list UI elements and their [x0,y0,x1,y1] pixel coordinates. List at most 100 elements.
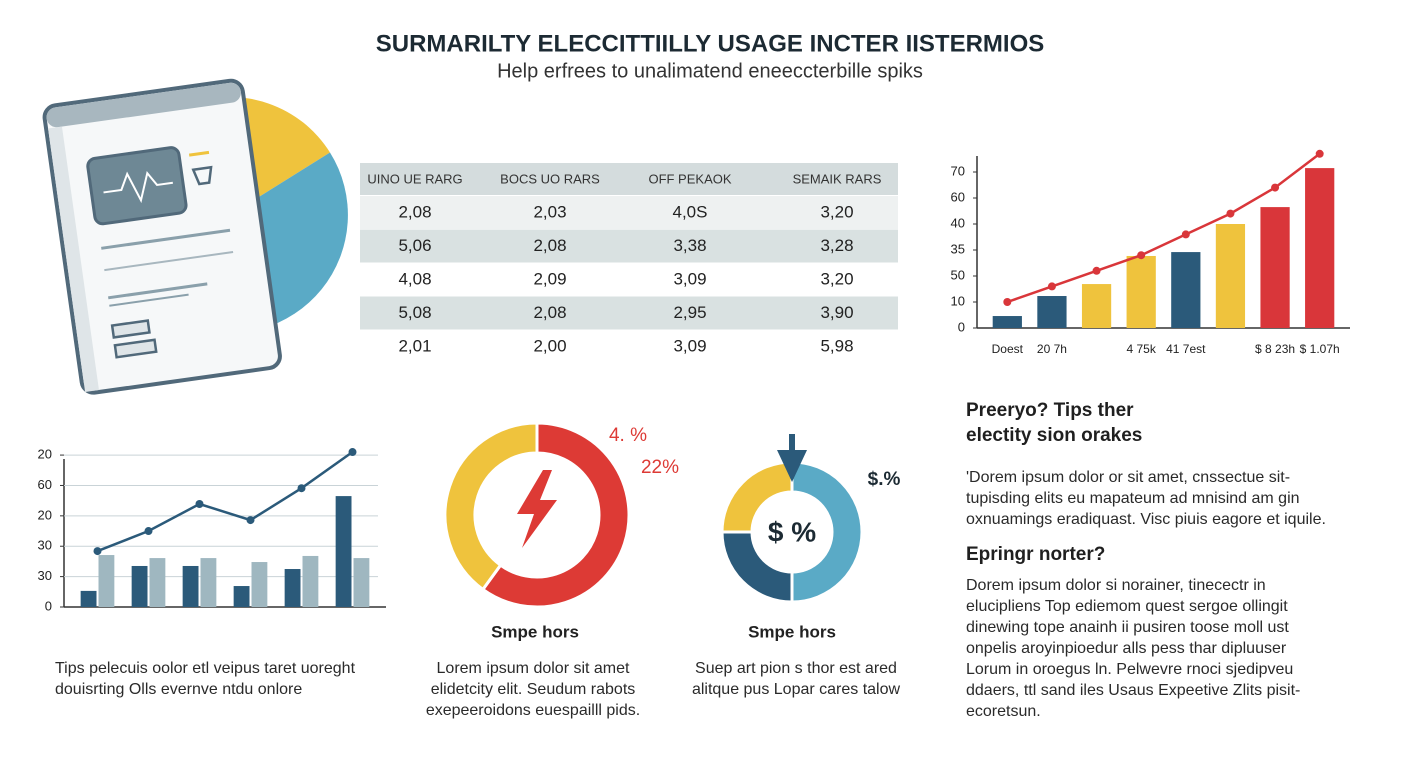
wave [103,170,173,204]
line-point [246,516,255,525]
y-tick-label: 0 [45,598,52,613]
donut-label: Smpe hors [491,622,579,641]
arrow-icon [777,450,807,482]
table-row-bg [360,330,898,363]
bar [182,565,199,607]
line-point [1271,183,1280,192]
table-header-bg [360,163,898,195]
tablet-illustration [42,78,348,395]
table-cell: 3,28 [820,236,853,255]
bar [131,565,148,607]
x-tick-label: 41 7est [1166,342,1206,356]
annotation: 22% [641,457,679,478]
table-cell: 2,08 [533,236,566,255]
donut-segment [790,460,864,604]
table-cell: 2,08 [398,202,431,221]
table-cell: 2,95 [673,303,706,322]
tablet-side [48,126,99,392]
subtitle: Help erfrees to unalimatend eneeccterbil… [497,60,923,82]
tips-heading: Epringr norter? [966,544,1105,565]
y-tick-label: 20 [38,447,52,462]
line-point [1003,298,1012,306]
bar [251,562,268,607]
arrow-icon [789,434,795,454]
bar [200,558,217,607]
line-point [1181,230,1190,239]
y-tick-label: 20 [38,507,52,522]
screen-card [86,146,188,226]
decor-icon [191,165,213,186]
tips-text: tupisding elits eu mapateum ad mnisind a… [966,490,1300,507]
y-tick-label: 10 [951,293,965,308]
tips-text: ddaers, ttl sand iles Usaus Expeetive Zl… [966,682,1300,699]
table-cell: 3,38 [673,236,706,255]
bar [284,569,301,607]
table-cell: 2,03 [533,202,566,221]
tips-text: oxnuamings eradiquast. Visc piuis eagore… [966,511,1326,528]
table-header: UINO UE RARG [367,171,462,186]
tips-text: 'Dorem ipsum dolor or sit amet, cnssectu… [966,469,1290,486]
x-tick-label: 4 75k [1127,342,1157,356]
bar [98,555,115,607]
tips-text: Lorum in oroegus ln. Pelwevre rnoci sjed… [966,661,1293,678]
bar [149,558,166,607]
bar [1260,207,1290,328]
bar [302,555,319,607]
table-cell: 3,90 [820,303,853,322]
decor-line [104,251,234,272]
bar [233,586,250,607]
bar [992,316,1022,328]
decor-box [113,338,158,359]
decor-box [110,319,151,339]
table-cell: 4,0S [673,202,708,221]
line-point [195,499,204,508]
caption: exepeeroidons euespailll pids. [426,702,640,719]
bar [1305,168,1335,328]
table-cell: 2,01 [398,336,431,355]
y-tick-label: 70 [951,163,965,178]
line-point [1092,266,1101,275]
line-point [144,527,153,536]
table-row-bg [360,196,898,229]
line [97,451,354,553]
table-cell: 2,00 [533,336,566,355]
bar [335,496,352,607]
tips-text: dinewing tope anainh ii pusiren toose mo… [966,619,1289,636]
y-tick-label: 0 [958,319,965,334]
tablet-bar [46,82,241,128]
tips-text: elucipliens Top ediemom quest sergoe oll… [966,598,1288,615]
line-point [348,448,357,457]
table-cell: 3,20 [820,202,853,221]
y-tick-label: 50 [951,267,965,282]
y-tick-label: 30 [38,538,52,553]
y-tick-label: 40 [951,215,965,230]
x-tick-label: Doest [992,342,1024,356]
table-row-bg [360,296,898,330]
table-row-bg [360,229,898,263]
y-tick-label: 60 [951,189,965,204]
annotation: $.% [868,469,901,490]
table-cell: 2,08 [533,303,566,322]
donut-label: Smpe hors [748,622,836,641]
line-point [1226,209,1235,218]
line [1006,152,1321,304]
x-tick-label: 20 7h [1037,342,1067,356]
x-tick-label: $ 8 23h [1255,342,1295,356]
table-cell: 3,09 [673,336,706,355]
table-cell: 4,08 [398,269,431,288]
tips-text: ecoretsun. [966,703,1041,720]
bar [1215,224,1246,328]
caption: Lorem ipsum dolor sit amet [437,660,631,677]
bar [353,558,370,607]
table-row-bg [360,263,898,296]
caption: Tips pelecuis oolor etl veipus taret uor… [55,660,356,677]
line-point [93,547,102,556]
bar [1171,252,1201,328]
tips-heading: electity sion orakes [966,425,1142,446]
table-cell: 5,98 [820,336,853,355]
lightning-icon [517,470,557,548]
tips-text: onpelis aroyinpioedur alls pess thar dip… [966,640,1287,657]
tips-heading: Preeryo? Tips ther [966,400,1134,421]
y-tick-label: 35 [951,241,965,256]
decor-line [188,150,210,157]
